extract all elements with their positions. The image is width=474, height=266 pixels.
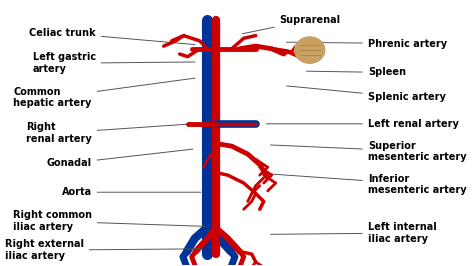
Text: Suprarenal: Suprarenal bbox=[242, 15, 341, 34]
Ellipse shape bbox=[295, 37, 325, 63]
Text: Splenic artery: Splenic artery bbox=[286, 86, 446, 102]
Text: Superior
mesenteric artery: Superior mesenteric artery bbox=[271, 141, 466, 162]
Text: Right common
iliac artery: Right common iliac artery bbox=[13, 210, 205, 232]
Text: Common
hepatic artery: Common hepatic artery bbox=[13, 78, 195, 108]
Text: Aorta: Aorta bbox=[62, 187, 201, 197]
Text: Gonadal: Gonadal bbox=[46, 149, 193, 168]
Text: Right external
iliac artery: Right external iliac artery bbox=[5, 239, 201, 261]
Text: Celiac trunk: Celiac trunk bbox=[29, 28, 195, 45]
Text: Left renal artery: Left renal artery bbox=[266, 119, 459, 129]
Text: Phrenic artery: Phrenic artery bbox=[286, 39, 447, 48]
Text: Inferior
mesenteric artery: Inferior mesenteric artery bbox=[271, 173, 466, 195]
Text: Left gastric
artery: Left gastric artery bbox=[33, 52, 195, 74]
Text: Spleen: Spleen bbox=[307, 68, 406, 77]
Text: Right
renal artery: Right renal artery bbox=[26, 122, 191, 144]
Text: Left internal
iliac artery: Left internal iliac artery bbox=[271, 222, 437, 244]
